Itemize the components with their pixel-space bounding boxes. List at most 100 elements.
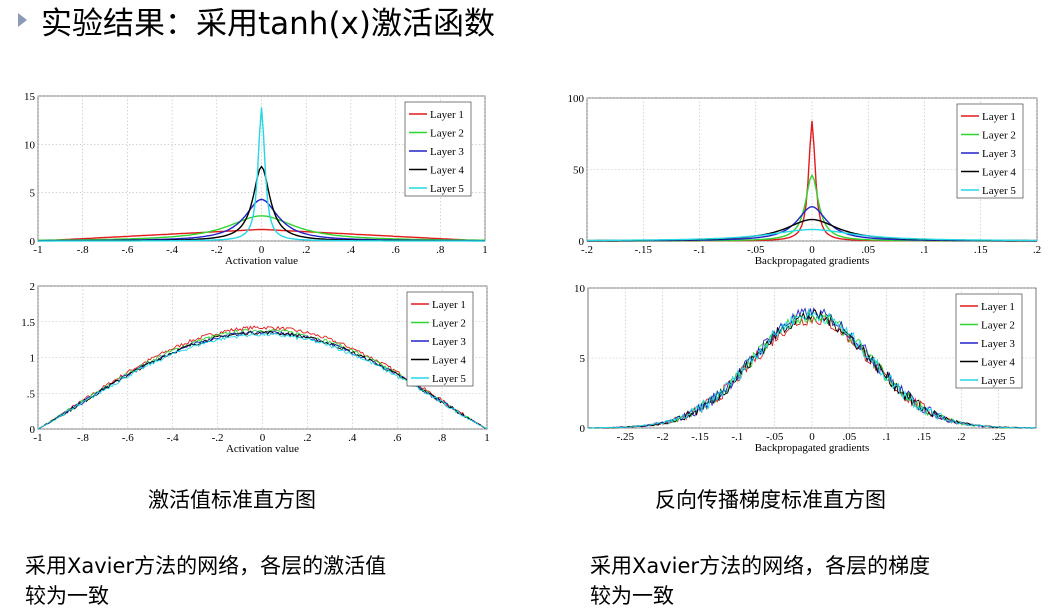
note-gradient-line1: 采用Xavier方法的网络，各层的梯度 [590,554,931,578]
legend-box [955,293,1023,389]
series-line-layer-1 [37,228,486,242]
x-tick-label: .15 [974,244,988,256]
x-tick-label: -.1 [694,244,706,256]
legend-label-layer-1: Layer 1 [982,111,1016,123]
x-tick-label: 1 [484,432,490,444]
x-tick-label: .1 [920,244,928,256]
legend-label-layer-3: Layer 3 [982,148,1016,160]
activation-xavier-chart: -1 -.8 -.6 -.4 -.2 0 .2 .4 .6 .8 1 0 .5 1 1.5 2 Activati… [0,278,500,463]
series-line-layer-5 [587,228,1037,242]
x-tick-label: -.05 [747,244,765,256]
x-tick-label: 0 [809,431,815,443]
x-tick-label: 0 [259,244,265,256]
legend-label-layer-4: Layer 4 [982,167,1016,179]
x-tick-label: .2 [302,244,310,256]
x-tick-label: -1 [33,244,42,256]
x-tick-label: -.6 [121,244,133,256]
legend-label-layer-4: Layer 4 [430,165,464,177]
note-activation-line1: 采用Xavier方法的网络，各层的激活值 [25,554,387,578]
legend-label-layer-5: Layer 5 [432,373,466,385]
x-axis-label: Activation value [225,255,298,267]
y-tick-label: 50 [573,165,585,177]
legend-label-layer-1: Layer 1 [981,301,1015,313]
legend-box [404,101,472,197]
legend-label-layer-2: Layer 2 [430,128,464,140]
gradient-standard-svg: -.2 -.15 -.1 -.05 0 .05 .1 .15 .2 0 50 100 Backpropa… [568,93,1042,267]
legend-label-layer-5: Layer 5 [430,183,464,195]
gradient-standard-chart: -.2 -.15 -.1 -.05 0 .05 .1 .15 .2 0 50 100 Backpropa… [545,88,1045,273]
x-tick-label: -.15 [635,244,653,256]
series-line-layer-2 [38,215,485,241]
x-tick-label: .4 [347,244,356,256]
legend-label-layer-2: Layer 2 [981,320,1015,332]
x-tick-label: .05 [861,244,875,256]
y-tick-label: 0 [30,236,36,248]
legend-label-layer-4: Layer 4 [432,355,466,367]
x-tick-label: 1 [482,244,488,256]
x-tick-label: .05 [842,431,856,443]
x-tick-label: .1 [883,431,891,443]
legend-label-layer-5: Layer 5 [981,375,1015,387]
x-axis-label: Backpropagated gradients [755,442,870,454]
y-tick-label: 1.5 [21,317,35,329]
x-tick-label: -.8 [77,432,89,444]
slide-title-text: 实验结果：采用tanh(x)激活函数 [41,5,495,42]
y-tick-label: 5 [580,353,586,365]
x-tick-label: 0 [260,432,266,444]
x-tick-label: -.2 [211,244,223,256]
x-tick-label: -.8 [77,244,89,256]
y-tick-label: 0 [30,424,36,436]
x-tick-label: -.1 [731,431,743,443]
gradient-xavier-chart: -.25 -.2 -.15 -.1 -.05 0 .05 .1 .15 .2 .25 0 5 10 Back… [545,278,1045,463]
y-tick-label: 0 [579,236,585,248]
x-tick-label: .2 [957,431,965,443]
y-tick-label: 2 [30,281,36,293]
x-axis-label: Backpropagated gradients [755,255,870,267]
x-tick-label: -.2 [581,244,593,256]
x-tick-label: -.4 [167,432,179,444]
legend-label-layer-5: Layer 5 [982,185,1016,197]
y-tick-label: 15 [24,91,36,103]
note-activation-line2: 较为一致 [25,584,109,608]
legend-label-layer-3: Layer 3 [430,146,464,158]
x-tick-label: -.2 [657,431,669,443]
x-tick-label: .15 [917,431,931,443]
caption-activation-histogram: 激活值标准直方图 [148,488,316,512]
x-tick-label: .8 [438,432,447,444]
note-gradient: 采用Xavier方法的网络，各层的梯度 较为一致 [590,551,930,611]
x-tick-label: -.25 [617,431,635,443]
y-tick-label: 10 [24,139,36,151]
x-tick-label: -.6 [122,432,134,444]
y-tick-label: 1 [30,353,36,365]
activation-xavier-svg: -1 -.8 -.6 -.4 -.2 0 .2 .4 .6 .8 1 0 .5 1 1.5 2 Activati… [21,281,490,455]
series-line-layer-5 [587,308,1037,429]
y-tick-label: 10 [574,283,586,295]
legend-label-layer-2: Layer 2 [432,318,466,330]
x-tick-label: 0 [809,244,815,256]
legend-label-layer-3: Layer 3 [432,336,466,348]
x-tick-label: .8 [436,244,445,256]
note-activation: 采用Xavier方法的网络，各层的激活值 较为一致 [25,551,386,611]
legend-label-layer-1: Layer 1 [430,109,464,121]
x-tick-label: .6 [393,432,402,444]
y-tick-label: 100 [568,93,585,105]
x-tick-label: .2 [1033,244,1041,256]
y-tick-label: 0 [580,423,586,435]
x-tick-label: .2 [303,432,311,444]
triangle-bullet-icon [18,13,27,27]
caption-gradient-histogram: 反向传播梯度标准直方图 [655,488,886,512]
x-tick-label: .25 [992,431,1006,443]
x-tick-label: -.4 [166,244,178,256]
legend-label-layer-4: Layer 4 [981,357,1015,369]
legend-box [406,291,474,387]
activation-standard-svg: -1 -.8 -.6 -.4 -.2 0.2.4.6.8 1051015Activation… [24,91,488,267]
legend-box [956,103,1024,199]
slide-title: 实验结果：采用tanh(x)激活函数 [18,0,495,42]
x-tick-label: .6 [391,244,400,256]
legend-label-layer-3: Layer 3 [981,338,1015,350]
legend-label-layer-1: Layer 1 [432,299,466,311]
series-line-layer-5 [38,107,485,242]
y-tick-label: 5 [30,188,36,200]
x-tick-label: -.15 [691,431,709,443]
y-tick-label: .5 [27,388,36,400]
